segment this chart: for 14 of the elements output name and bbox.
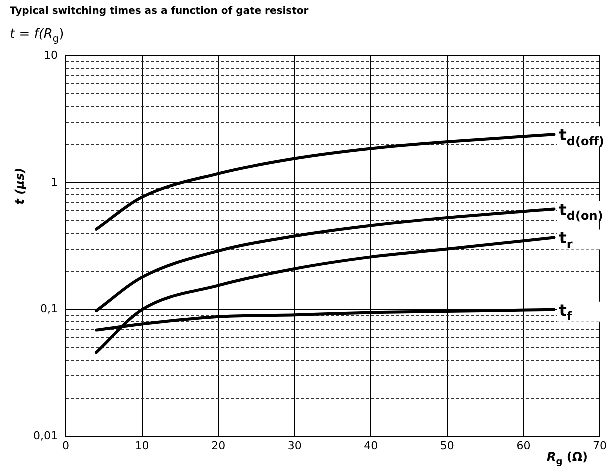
x-tick-label: 50 [440,439,454,452]
x-tick-label: 30 [288,439,302,452]
x-tick-label: 70 [593,439,607,452]
x-tick-label: 10 [135,439,150,452]
y-axis-title: t (µs) [13,168,27,205]
chart-title: Typical switching times as a function of gate resistor [10,6,309,17]
x-tick-label: 20 [212,439,226,452]
y-tick-label: 1 [51,176,58,189]
y-tick-label: 0,01 [34,430,58,443]
y-tick-label: 10 [44,48,58,62]
x-tick-label: 40 [364,439,378,452]
y-tick-label: 0,1 [40,302,58,316]
x-tick-label: 60 [516,439,531,452]
x-tick-label: 0 [62,439,70,452]
